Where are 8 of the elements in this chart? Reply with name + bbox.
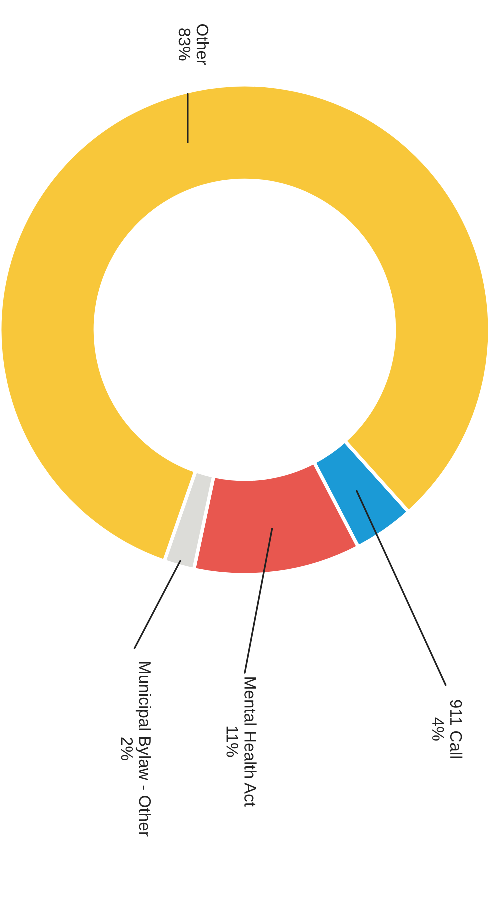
slice-label: Municipal Bylaw - Other (136, 662, 152, 837)
data-label: 11% (226, 726, 238, 758)
data-label: 2% (121, 738, 134, 760)
slice-label: 911 Call (450, 700, 463, 758)
data-label: 4% (432, 718, 444, 741)
slice-label: Mental Health Act (244, 678, 257, 807)
slice-label: Other (196, 24, 210, 66)
data-label: 83% (178, 28, 191, 61)
